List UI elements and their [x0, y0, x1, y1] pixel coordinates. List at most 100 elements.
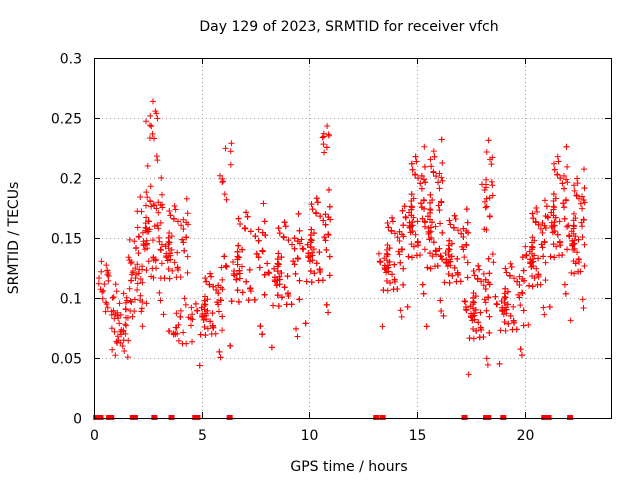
- data-point: [511, 275, 518, 282]
- data-point: [193, 307, 200, 314]
- data-point: [103, 262, 110, 269]
- data-point: [542, 277, 549, 284]
- data-point: [504, 301, 511, 308]
- data-point: [127, 297, 134, 304]
- data-point: [389, 218, 396, 225]
- data-point: [306, 258, 313, 265]
- data-point: [480, 270, 487, 277]
- data-point: [233, 276, 240, 283]
- data-point: [397, 259, 404, 266]
- data-point: [174, 249, 181, 256]
- data-point: [261, 291, 268, 298]
- data-point: [117, 339, 124, 346]
- data-point: [396, 251, 403, 258]
- data-point: [529, 234, 536, 241]
- data-point: [149, 130, 156, 137]
- data-point: [110, 293, 117, 300]
- data-point: [475, 262, 482, 269]
- data-point: [238, 263, 245, 270]
- data-point: [129, 313, 136, 320]
- data-point: [131, 296, 138, 303]
- data-point: [575, 236, 582, 243]
- data-point: [448, 240, 455, 247]
- data-point: [145, 258, 152, 265]
- data-point: [281, 219, 288, 226]
- data-point: [569, 237, 576, 244]
- data-point: [134, 261, 141, 268]
- data-point: [541, 239, 548, 246]
- data-point: [165, 266, 172, 273]
- data-point: [165, 241, 172, 248]
- data-point: [394, 234, 401, 241]
- data-point: [178, 222, 185, 229]
- data-point: [282, 223, 289, 230]
- data-point: [426, 229, 433, 236]
- data-point: [424, 213, 431, 220]
- data-point: [421, 205, 428, 212]
- x-tick-label: 20: [517, 428, 535, 444]
- data-point: [480, 333, 487, 340]
- data-point: [125, 337, 132, 344]
- data-point: [412, 231, 419, 238]
- data-point: [431, 153, 438, 160]
- data-point: [144, 162, 151, 169]
- data-point: [206, 281, 213, 288]
- data-point: [565, 222, 572, 229]
- data-point: [259, 247, 266, 254]
- data-point: [234, 248, 241, 255]
- data-point: [460, 246, 467, 253]
- data-point: [133, 271, 140, 278]
- data-point: [389, 271, 396, 278]
- data-point: [473, 327, 480, 334]
- data-point: [198, 304, 205, 311]
- data-point: [409, 166, 416, 173]
- data-point: [273, 282, 280, 289]
- data-point: [424, 264, 431, 271]
- data-point: [427, 224, 434, 231]
- data-point: [434, 262, 441, 269]
- data-point: [157, 219, 164, 226]
- data-point: [432, 223, 439, 230]
- data-point: [243, 278, 250, 285]
- data-point: [432, 248, 439, 255]
- data-point: [454, 255, 461, 262]
- data-point: [168, 233, 175, 240]
- data-point: [119, 342, 126, 349]
- data-point: [535, 255, 542, 262]
- zero-data-point: [131, 415, 138, 420]
- data-point: [530, 258, 537, 265]
- data-point: [478, 326, 485, 333]
- data-point: [559, 180, 566, 187]
- data-point: [515, 291, 522, 298]
- data-point: [412, 171, 419, 178]
- data-point: [320, 130, 327, 137]
- data-point: [184, 253, 191, 260]
- data-point: [239, 246, 246, 253]
- data-point: [323, 144, 330, 151]
- data-point: [219, 286, 226, 293]
- data-point: [436, 245, 443, 252]
- data-point: [483, 203, 490, 210]
- data-point: [551, 254, 558, 261]
- data-point: [326, 253, 333, 260]
- data-point: [581, 199, 588, 206]
- data-point: [201, 301, 208, 308]
- data-point: [308, 279, 315, 286]
- data-point: [533, 205, 540, 212]
- data-point: [251, 296, 258, 303]
- data-point: [145, 218, 152, 225]
- data-point: [430, 148, 437, 155]
- data-point: [472, 293, 479, 300]
- data-point: [151, 135, 158, 142]
- data-point: [556, 218, 563, 225]
- data-point: [462, 298, 469, 305]
- data-point: [291, 235, 298, 242]
- data-point: [541, 197, 548, 204]
- data-point: [274, 292, 281, 299]
- data-point: [507, 260, 514, 267]
- data-point: [241, 225, 248, 232]
- data-point: [278, 254, 285, 261]
- data-point: [560, 200, 567, 207]
- data-point: [452, 216, 459, 223]
- data-point: [520, 267, 527, 274]
